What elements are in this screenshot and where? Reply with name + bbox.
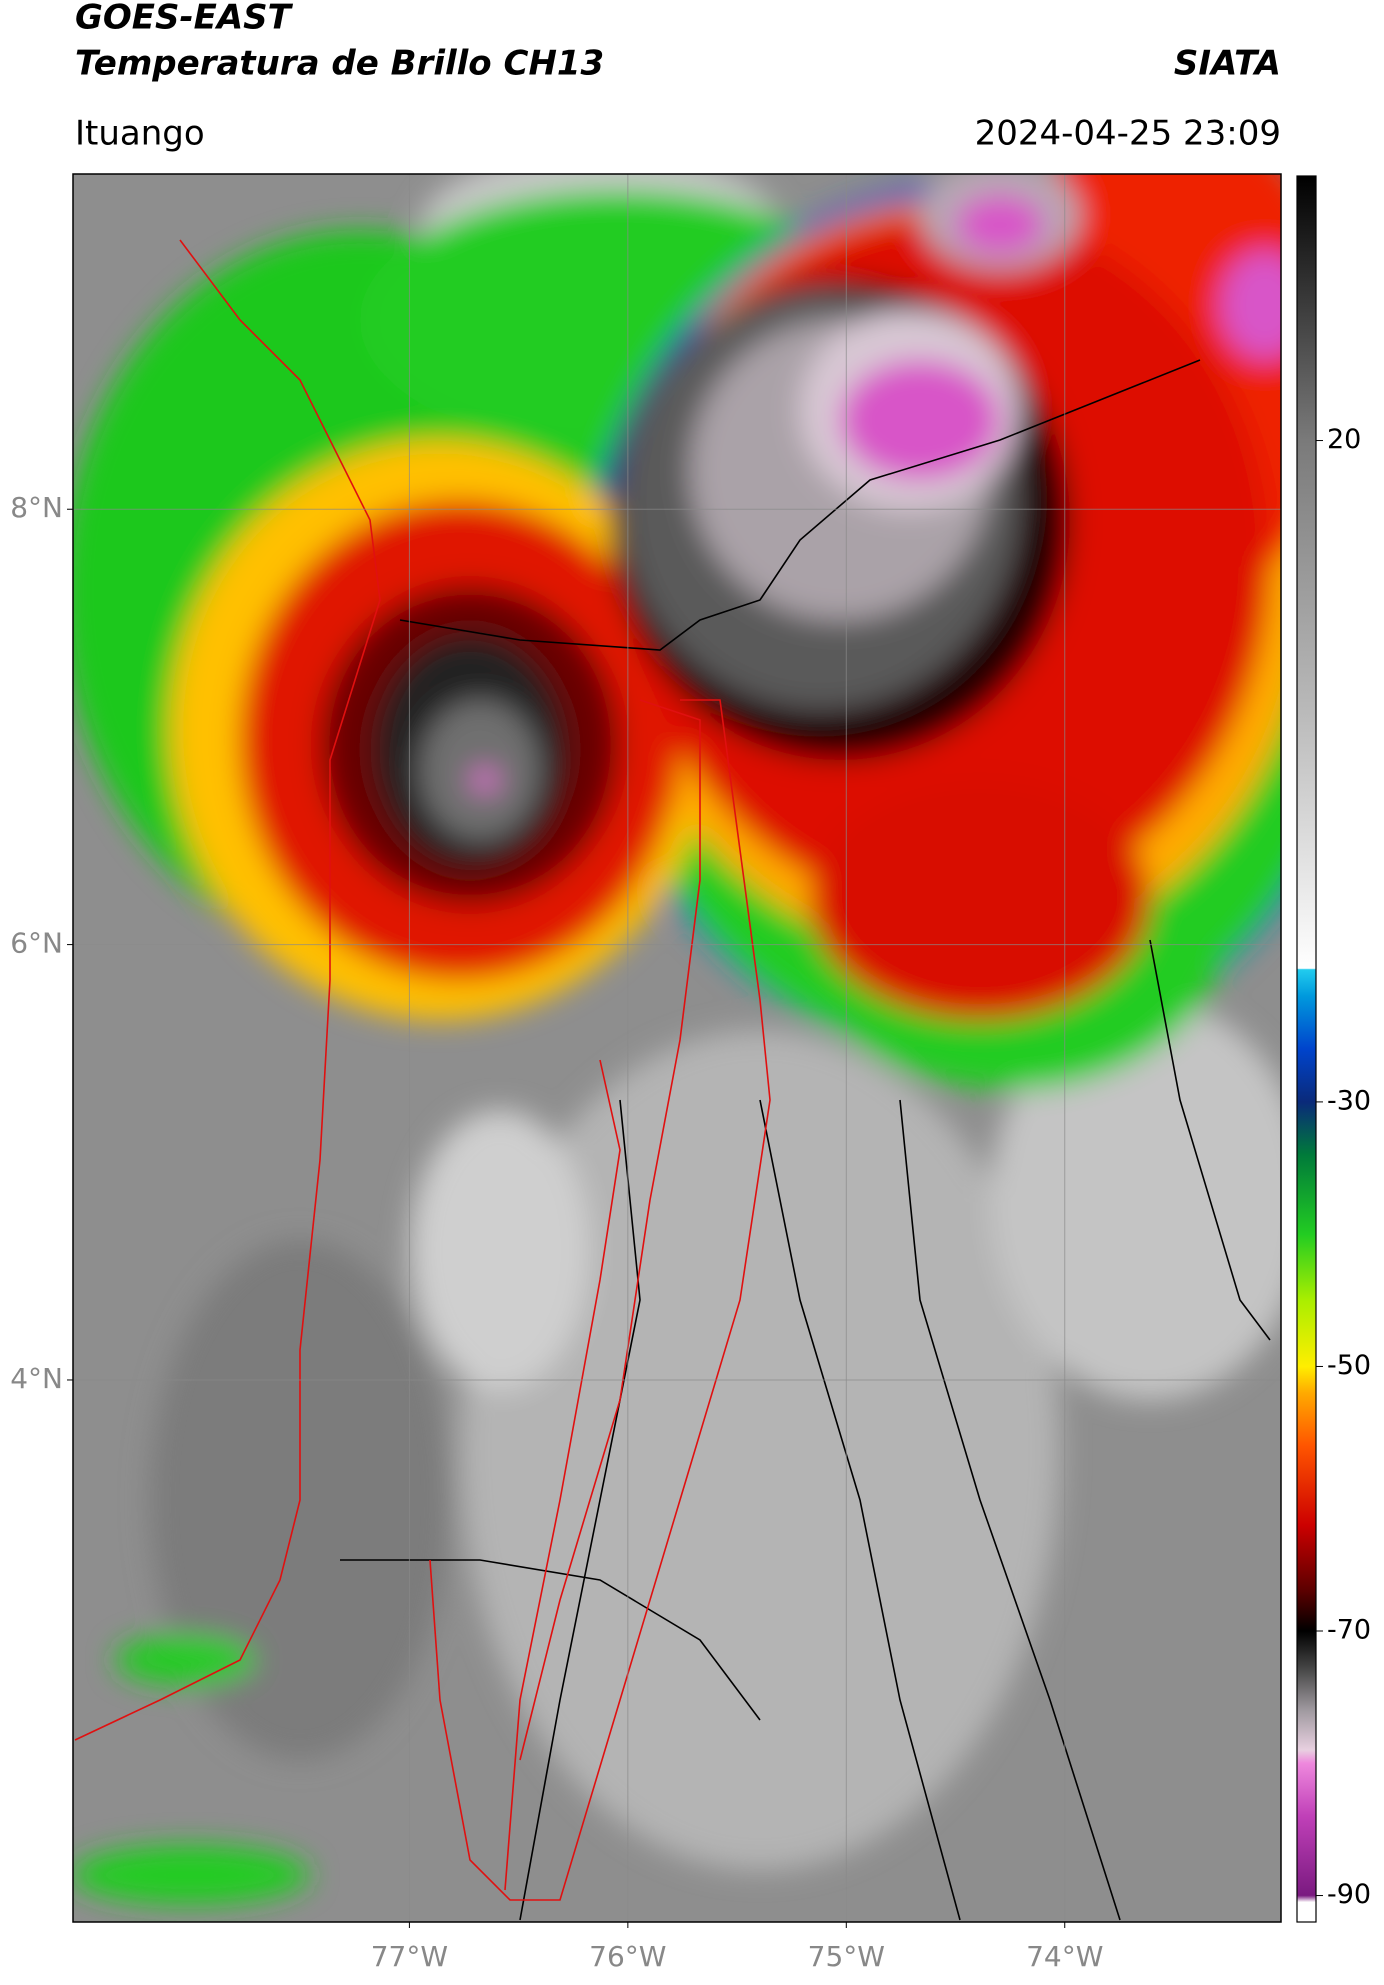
lon-label: 74°W	[1026, 1940, 1103, 1973]
location: Ituango	[75, 114, 205, 154]
lon-label: 76°W	[589, 1940, 666, 1973]
map-frame	[72, 173, 1282, 1923]
colorbar	[1296, 175, 1317, 1923]
brand: SIATA	[1174, 44, 1281, 84]
colorbar-label: -70	[1327, 1615, 1371, 1646]
subtitle: Temperatura de Brillo CH13	[75, 44, 604, 84]
title: GOES-EAST	[75, 0, 294, 38]
timestamp: 2024-04-25 23:09	[975, 114, 1281, 154]
colorbar-label: 20	[1327, 424, 1361, 455]
lon-label: 77°W	[371, 1940, 448, 1973]
lat-label: 4°N	[10, 1362, 63, 1395]
graticule	[73, 174, 1281, 1922]
lat-label: 8°N	[10, 491, 63, 524]
satellite-image	[73, 174, 1281, 1922]
colorbar-label: -50	[1327, 1350, 1371, 1381]
colorbar-label: -90	[1327, 1879, 1371, 1910]
lat-label: 6°N	[10, 927, 63, 960]
colorbar-label: -30	[1327, 1085, 1371, 1116]
lon-label: 75°W	[808, 1940, 885, 1973]
